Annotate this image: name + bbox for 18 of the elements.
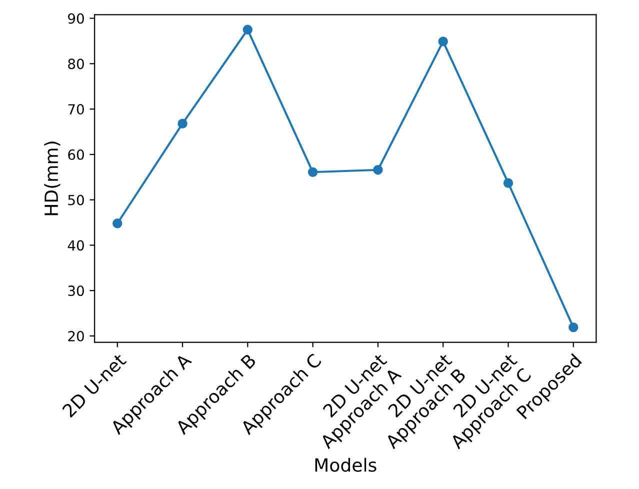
y-tick-label: 60 <box>68 149 84 160</box>
point <box>438 36 448 46</box>
point <box>503 178 514 188</box>
point <box>242 24 253 35</box>
point <box>112 218 122 228</box>
y-tick-label: 70 <box>68 104 84 115</box>
x-axis-title: Models <box>315 458 376 472</box>
y-tick-label: 90 <box>68 13 84 24</box>
y-tick-label: 50 <box>68 194 84 206</box>
y-tick-label: 20 <box>68 330 84 342</box>
y-tick-label: 40 <box>68 240 84 251</box>
y-tick-label: 80 <box>68 58 84 70</box>
point <box>568 322 578 332</box>
point <box>373 165 383 175</box>
point <box>308 167 318 177</box>
point <box>178 118 188 128</box>
y-axis-title: HD(mm) <box>44 142 60 216</box>
y-tick-label: 30 <box>68 286 84 296</box>
